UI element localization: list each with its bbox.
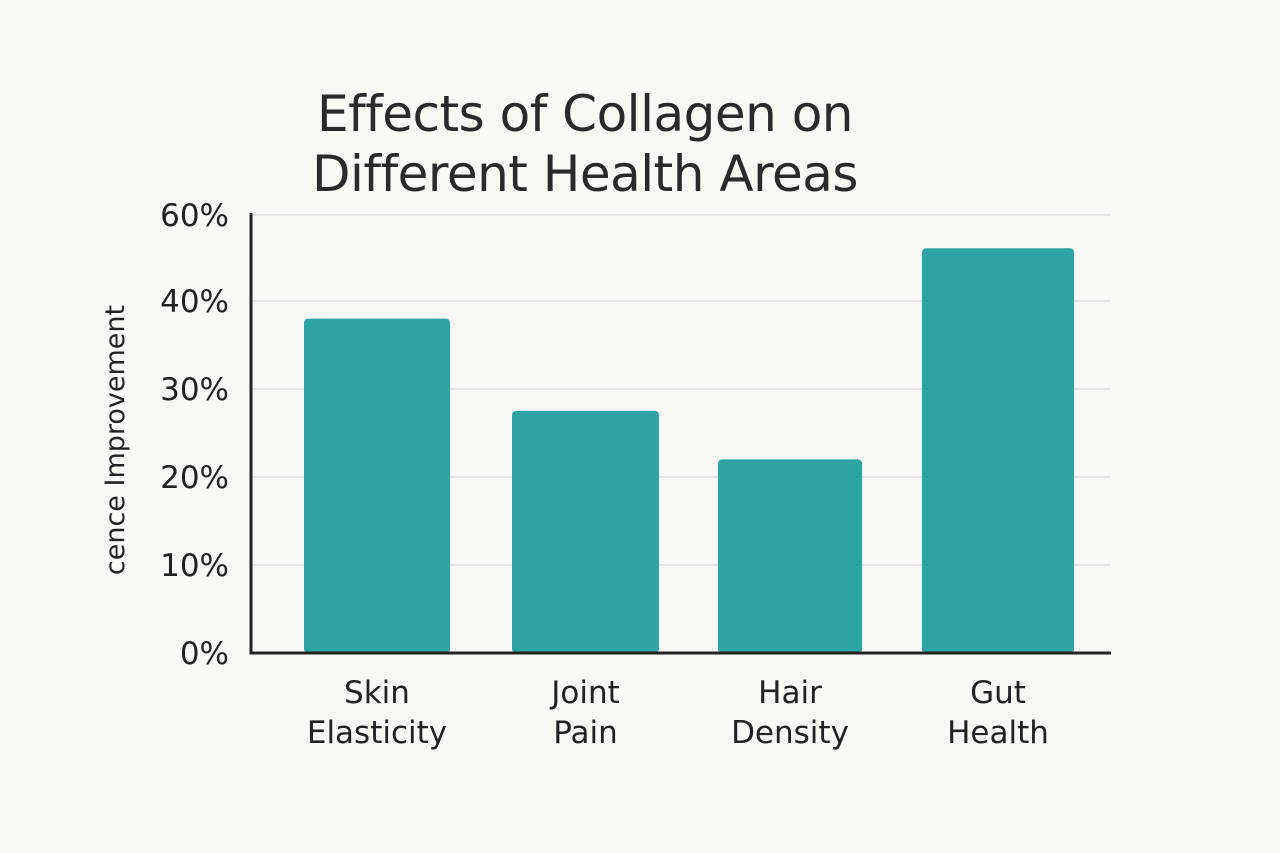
axes [249, 213, 1111, 655]
bar [304, 318, 450, 653]
y-tick-labels: 0% 10% 20% 30% 40% 60% [160, 198, 229, 672]
x-category-label-line: Hair [758, 675, 822, 711]
x-category-label: Gut Health [947, 675, 1049, 751]
y-tick-label: 20% [160, 460, 229, 496]
bar [512, 411, 659, 653]
bar [922, 248, 1074, 653]
x-category-label-line: Density [731, 715, 849, 751]
x-category-label-line: Skin [344, 675, 410, 711]
chart-title-line-2: Different Health Areas [312, 144, 858, 203]
bars [304, 248, 1074, 653]
x-category-label: Hair Density [731, 675, 849, 751]
chart-title-line-1: Effects of Collagen on [317, 84, 853, 143]
x-category-label-line: Gut [970, 675, 1026, 711]
y-tick-label: 10% [160, 548, 229, 584]
y-tick-label: 40% [160, 284, 229, 320]
x-category-label: Skin Elasticity [307, 675, 447, 751]
y-tick-label: 0% [180, 636, 229, 672]
y-axis-title: cence Improvement [100, 305, 131, 575]
chart-title: Effects of Collagen on Different Health … [200, 84, 970, 204]
bar [718, 459, 862, 653]
x-category-label: Joint Pain [549, 675, 620, 751]
x-category-labels: Skin Elasticity Joint Pain Hair Density Gut Hea… [307, 675, 1049, 751]
x-category-label-line: Health [947, 715, 1049, 751]
x-category-label-line: Joint [549, 675, 620, 711]
x-category-label-line: Elasticity [307, 715, 447, 751]
y-tick-label: 30% [160, 372, 229, 408]
y-tick-label: 60% [160, 198, 229, 234]
x-category-label-line: Pain [553, 715, 618, 751]
